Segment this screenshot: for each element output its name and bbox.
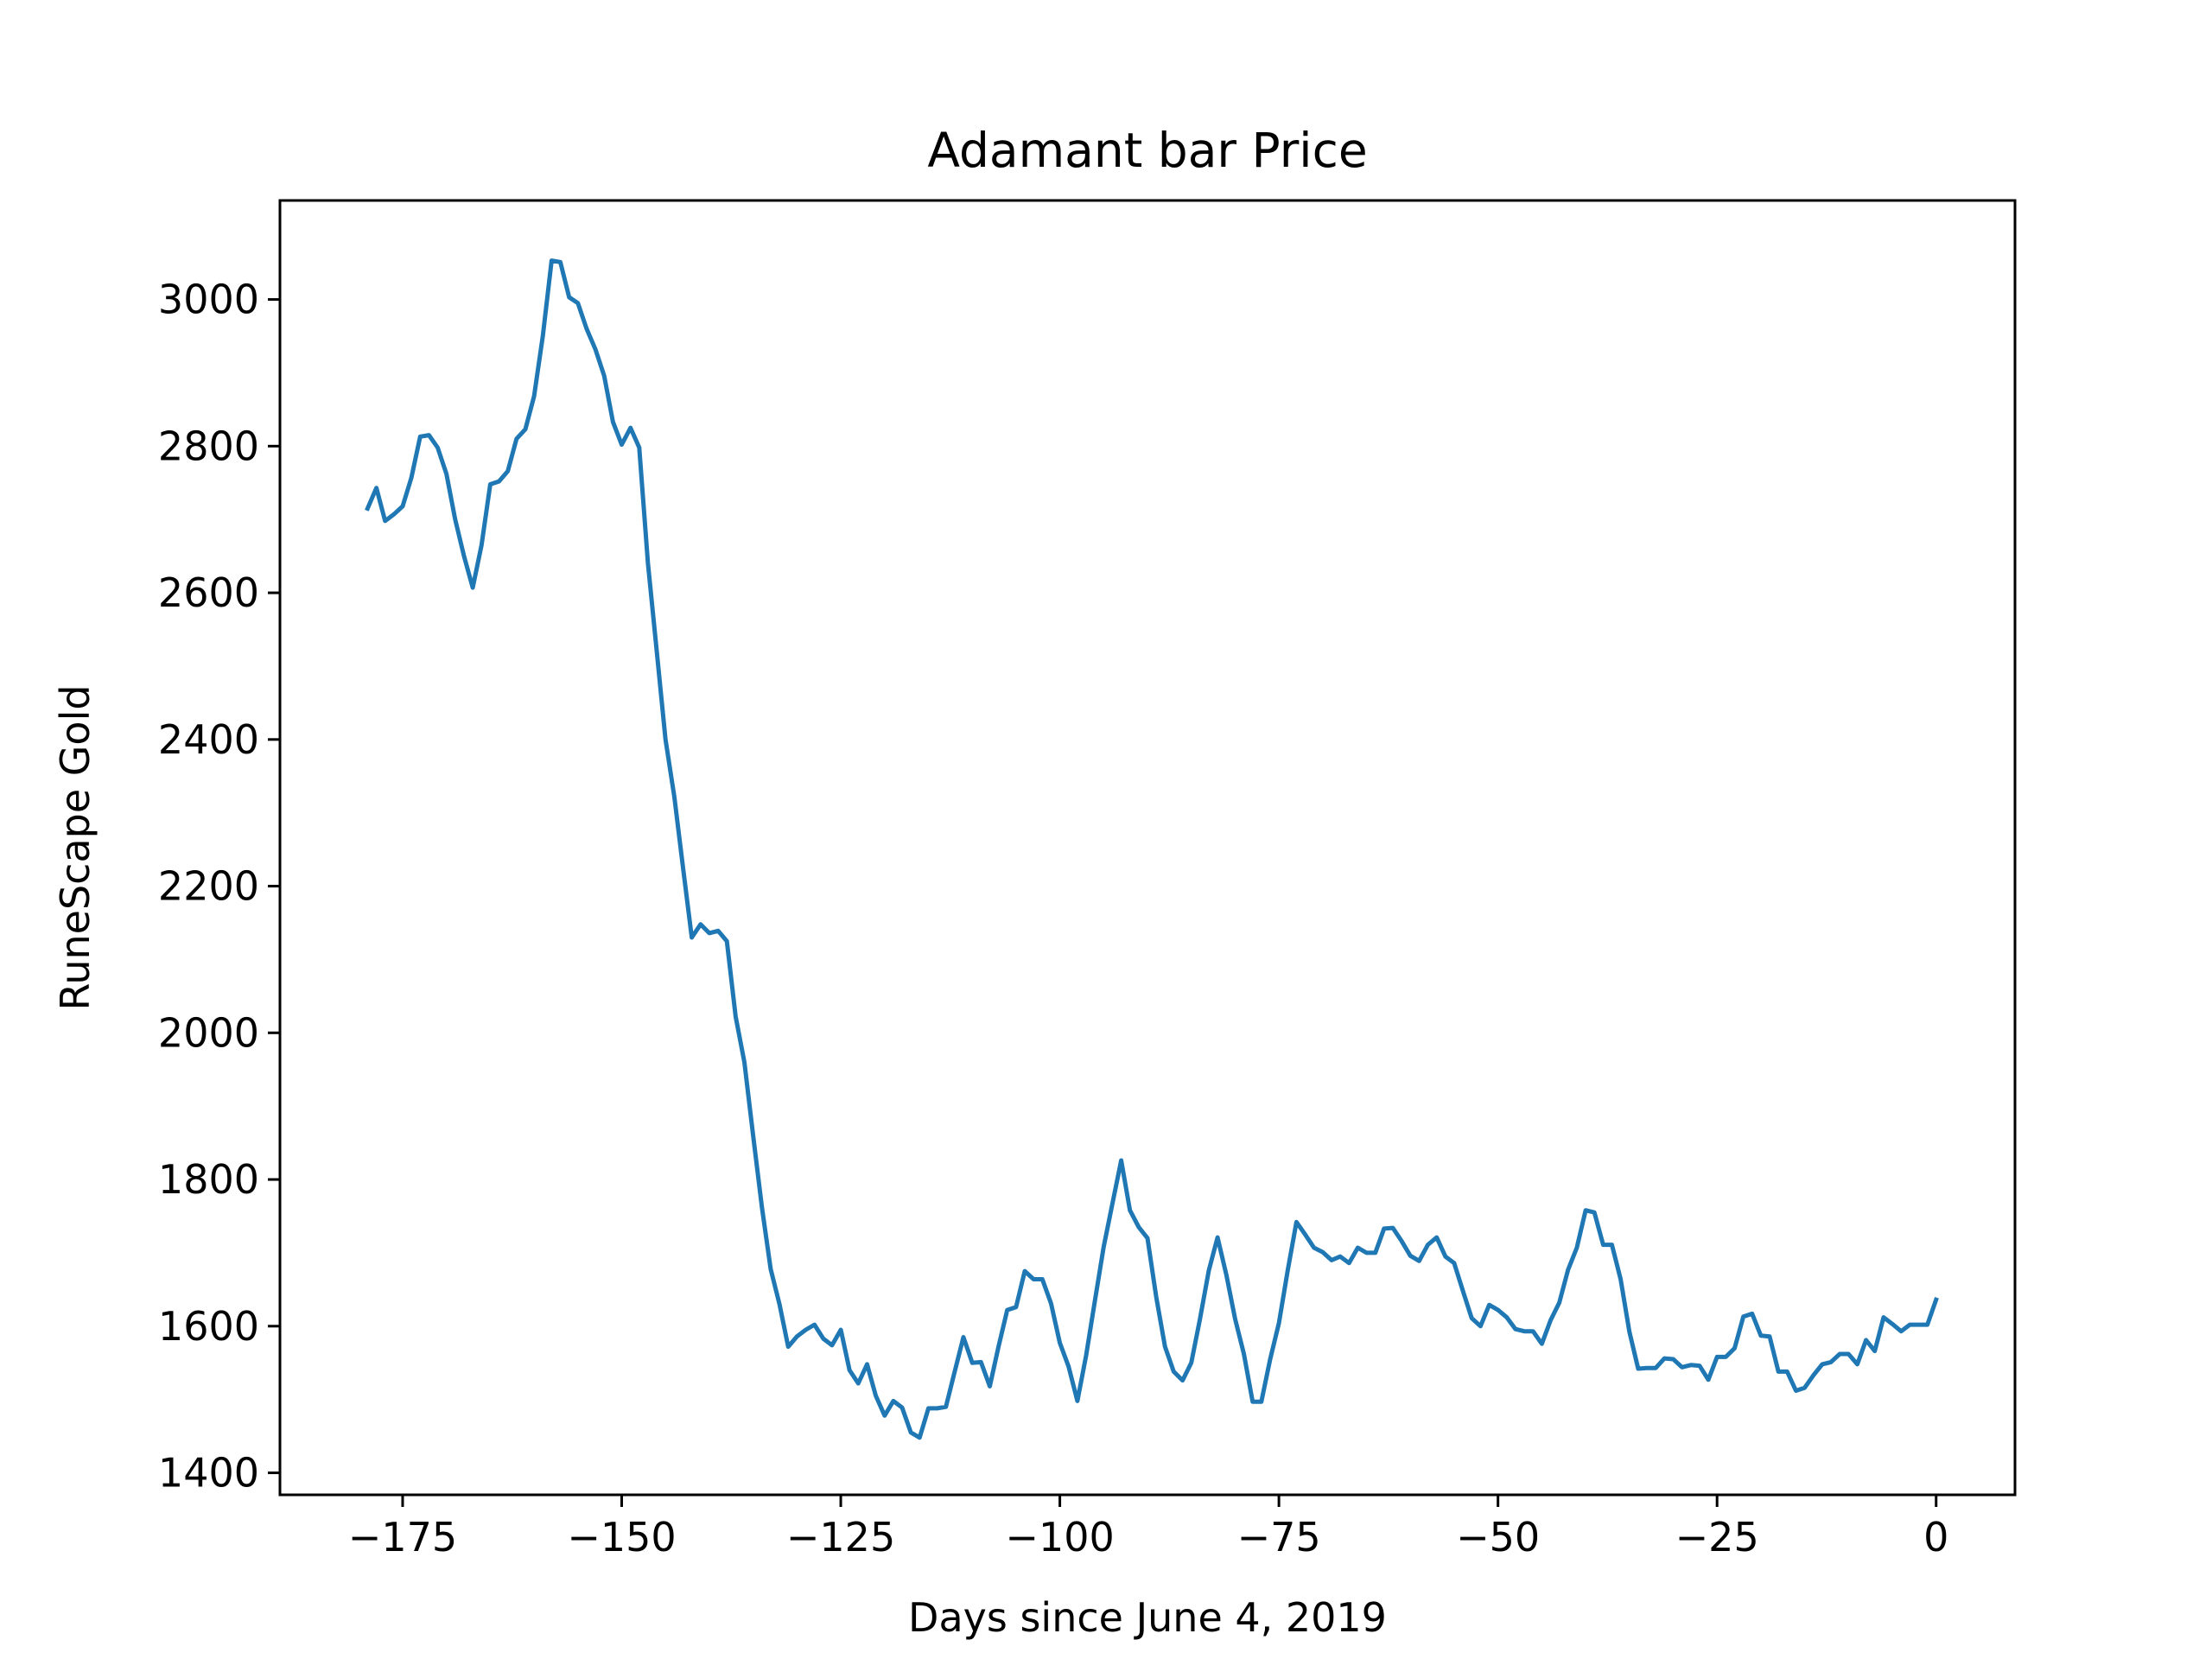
x-tick-label: −25 [1675,1514,1759,1560]
y-axis-label: RuneScape Gold [52,684,99,1010]
y-tick-label: 1400 [158,1450,259,1497]
x-axis: −175 −150 −125 −100 −75 −50 −25 0 [348,1495,1948,1560]
y-tick-label: 2800 [158,423,259,469]
y-tick-label: 2000 [158,1009,259,1056]
y-tick-label: 2200 [158,863,259,910]
y-tick-label: 1600 [158,1303,259,1350]
chart-title: Adamant bar Price [927,123,1367,178]
x-axis-label: Days since June 4, 2019 [908,1594,1387,1641]
axes-frame [278,199,2017,1497]
y-tick-label: 1800 [158,1156,259,1203]
x-tick-label: 0 [1923,1514,1948,1560]
x-tick-label: −175 [348,1514,457,1560]
y-tick-label: 3000 [158,276,259,323]
plot-area [278,199,2017,1497]
x-tick-label: −125 [786,1514,895,1560]
y-tick-label: 2400 [158,716,259,763]
series-layer [365,258,1939,1440]
x-tick-label: −100 [1005,1514,1114,1560]
x-tick-label: −50 [1456,1514,1540,1560]
y-axis: 1400 1600 1800 2000 2200 2400 2600 2800 3000 [158,276,280,1497]
series-line-0 [365,258,1939,1440]
x-tick-label: −75 [1237,1514,1321,1560]
x-tick-label: −150 [567,1514,676,1560]
y-tick-label: 2600 [158,569,259,616]
